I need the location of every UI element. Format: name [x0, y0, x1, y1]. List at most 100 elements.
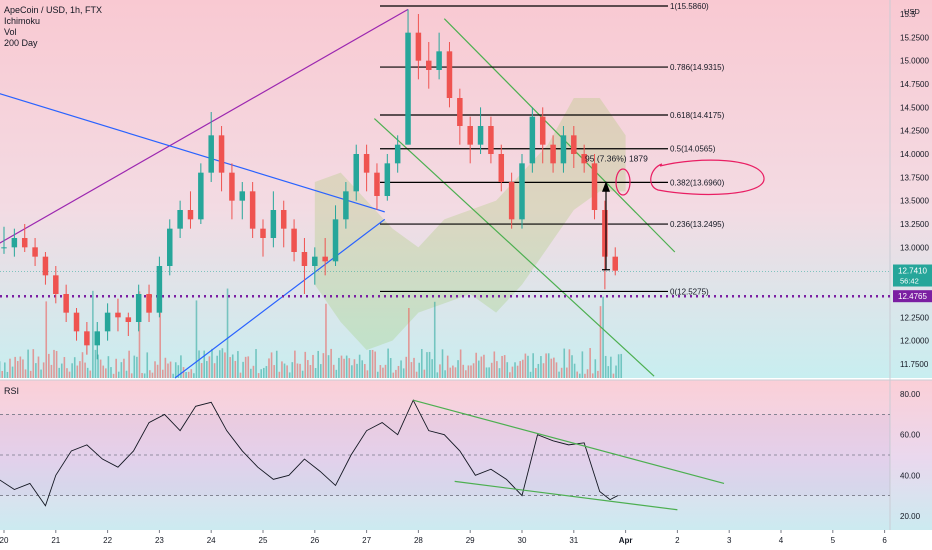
price-tick: 13.2500	[900, 220, 929, 229]
volume-bar	[257, 373, 260, 378]
candle-body	[63, 294, 69, 313]
volume-bar	[325, 303, 327, 378]
volume-bar	[172, 373, 174, 378]
volume-bar	[42, 362, 45, 378]
rsi-line	[0, 399, 619, 507]
rsi-tick: 40.00	[900, 471, 921, 480]
volume-bar	[480, 356, 483, 378]
time-tick-label: 28	[414, 536, 423, 545]
time-tick-label: Apr	[619, 536, 633, 545]
price-tick: 15.2500	[900, 33, 929, 42]
candle-body	[156, 266, 163, 313]
volume-bar	[146, 352, 149, 378]
volume-bar	[332, 364, 335, 378]
volume-bar	[615, 365, 617, 378]
price-tick: 11.7500	[900, 360, 929, 369]
candle-body	[270, 210, 277, 238]
volume-bar	[444, 370, 446, 378]
fib-label-0.382: 0.382(13.6960)	[670, 178, 725, 187]
volume-bar	[475, 352, 477, 378]
volume-bar	[174, 362, 177, 378]
time-tick-label: 29	[466, 536, 475, 545]
volume-bar	[364, 364, 366, 378]
volume-bar	[361, 360, 364, 378]
volume-bar	[9, 358, 11, 378]
volume-bar	[76, 365, 79, 378]
volume-bar	[395, 369, 397, 378]
candle-body	[529, 116, 536, 164]
indicator-200-day[interactable]: 200 Day	[4, 38, 38, 48]
time-tick-label: 31	[569, 536, 578, 545]
candle-body	[312, 256, 318, 266]
volume-bar	[260, 369, 263, 378]
volume-bar	[578, 373, 581, 378]
volume-bar	[312, 354, 314, 378]
volume-bar	[457, 360, 459, 378]
volume-bar	[187, 371, 190, 378]
fib-label-0.618: 0.618(14.4175)	[670, 111, 725, 120]
volume-bar	[125, 370, 128, 378]
volume-bar	[66, 368, 68, 378]
time-tick-label: 27	[362, 536, 371, 545]
volume-bar	[105, 368, 107, 378]
volume-bar	[597, 370, 599, 378]
volume-bar	[190, 369, 193, 378]
volume-bar	[291, 362, 294, 378]
candle-body	[405, 32, 411, 145]
volume-bar	[48, 353, 50, 378]
candle-body	[426, 60, 432, 70]
rsi-tick: 20.00	[900, 512, 921, 521]
volume-bar	[86, 367, 89, 378]
volume-bar	[537, 363, 540, 378]
candle-body	[322, 256, 328, 262]
candle-body	[436, 51, 442, 70]
volume-bar	[511, 366, 514, 378]
volume-bar	[270, 352, 273, 378]
volume-bar	[545, 353, 547, 378]
volume-bar	[529, 371, 532, 378]
volume-bar	[431, 359, 433, 378]
volume-bar	[382, 367, 384, 378]
volume-bar	[366, 370, 369, 378]
indicator-vol[interactable]: Vol	[4, 27, 17, 37]
time-tick-label: 25	[259, 536, 268, 545]
time-axis-background	[0, 530, 932, 550]
volume-bar	[384, 364, 387, 378]
price-tick: 12.2500	[900, 313, 929, 322]
volume-bar	[216, 355, 218, 378]
volume-bar	[224, 352, 226, 378]
volume-bar	[426, 352, 428, 378]
volume-bar	[488, 367, 490, 378]
candle-body	[343, 191, 349, 220]
candle-body	[167, 228, 173, 266]
time-tick-label: 20	[0, 536, 9, 545]
volume-bar	[130, 373, 133, 378]
volume-bar	[208, 356, 211, 378]
time-tick-label: 5	[831, 536, 836, 545]
volume-bar	[602, 296, 604, 378]
volume-bar	[573, 363, 576, 378]
volume-bar	[99, 359, 102, 378]
volume-bar	[37, 356, 40, 378]
symbol-title[interactable]: ApeCoin / USD, 1h, FTX	[4, 5, 103, 15]
price-tick: 13.5000	[900, 197, 929, 206]
volume-bar	[348, 358, 351, 378]
volume-bar	[524, 353, 527, 378]
volume-bar	[392, 372, 395, 378]
volume-bar	[522, 359, 524, 378]
volume-bar	[610, 356, 612, 378]
volume-bar	[516, 365, 519, 378]
support-price-value: 12.4765	[898, 292, 927, 301]
candle-body	[94, 331, 100, 346]
time-tick-label: 30	[518, 536, 527, 545]
volume-bar	[402, 368, 405, 378]
volume-bar	[1, 370, 4, 378]
volume-bar	[221, 348, 224, 378]
volume-bar	[14, 356, 16, 378]
volume-bar	[128, 350, 130, 378]
indicator-ichimoku[interactable]: Ichimoku	[4, 16, 41, 26]
fib-label-0.5: 0.5(14.0565)	[670, 145, 716, 154]
rsi-pane-title[interactable]: RSI	[4, 386, 20, 396]
candle-body	[53, 275, 59, 294]
